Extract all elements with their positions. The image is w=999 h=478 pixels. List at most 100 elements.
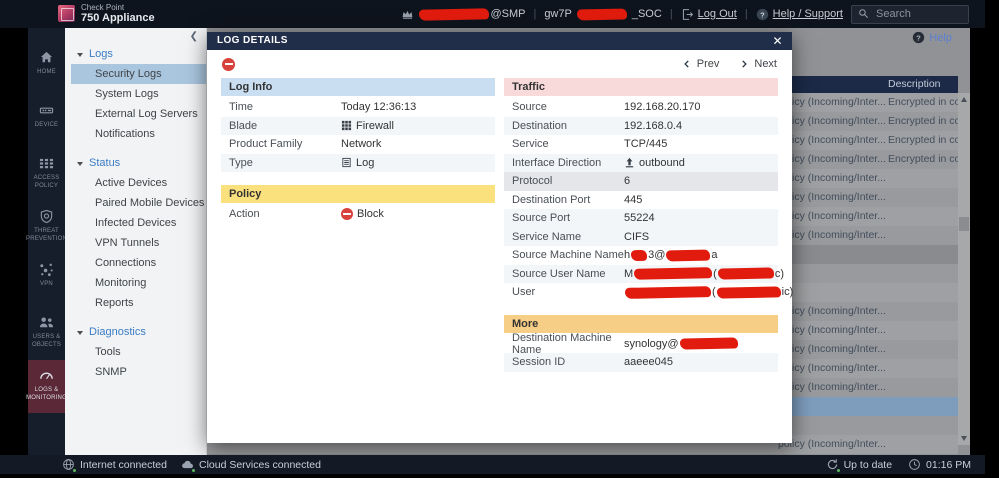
redacted-value: synology@: [624, 337, 739, 350]
sidebar-group-logs: Logs Security Logs System Logs External Log…: [65, 44, 206, 144]
search-icon: [858, 8, 869, 21]
block-icon: [222, 57, 235, 71]
nav-item-home[interactable]: HOME: [28, 42, 65, 95]
nav-item-device[interactable]: DEVICE: [28, 95, 65, 148]
detail-label: Destination: [512, 119, 568, 132]
detail-label: Source Port: [512, 212, 571, 225]
detail-label: User: [512, 286, 536, 299]
detail-label: Product Family: [229, 138, 303, 151]
sidebar-item-external-log-servers[interactable]: External Log Servers: [95, 108, 198, 120]
nav-item-logs-monitoring[interactable]: LOGS & MONITORING: [26, 360, 67, 413]
collapse-sidebar-button[interactable]: ❮: [189, 31, 198, 42]
uptodate-status: Up to date: [826, 458, 892, 473]
redacted-value: h 3@ a: [624, 249, 718, 262]
internet-status: Internet connected: [62, 458, 167, 473]
current-time: 01:16 PM: [926, 458, 971, 471]
sidebar-item-notifications[interactable]: Notifications: [95, 128, 155, 140]
triangle-collapse-icon: [77, 52, 83, 57]
redaction-fragment: _SOC: [631, 8, 662, 20]
status-green-dot: [72, 468, 77, 473]
modal-toolbar: Prev Next: [207, 50, 792, 78]
policy-cell: policy (Incoming/Inter...: [778, 210, 886, 222]
redaction-fragment: (: [713, 267, 717, 280]
detail-value: ( ic): [624, 285, 794, 299]
policy-cell: policy (Incoming/Inter...: [778, 362, 886, 374]
sidebar-item-active-devices[interactable]: Active Devices: [95, 177, 168, 189]
sidebar-item-system-logs[interactable]: System Logs: [95, 88, 159, 100]
detail-label: Type: [229, 156, 253, 169]
nav-item-label: USERS & OBJECTS: [31, 334, 62, 348]
scroll-down-arrow-icon[interactable]: [961, 436, 967, 441]
redaction-scribble: [634, 267, 713, 281]
redaction-fragment: ic): [781, 286, 794, 299]
sidebar-group-label: Status: [89, 157, 121, 169]
scroll-up-arrow-icon[interactable]: [961, 97, 967, 102]
cloud-icon: [181, 458, 196, 473]
detail-row-type: Type Log: [221, 153, 495, 172]
policy-cell: policy (Incoming/Inter...: [778, 305, 886, 317]
sidebar-item-infected-devices[interactable]: Infected Devices: [95, 217, 177, 229]
detail-label: Blade: [229, 119, 258, 132]
detail-value: M (c): [624, 267, 784, 281]
detail-row-time: Time Today 12:36:13: [221, 98, 495, 117]
chevron-right-icon: [742, 60, 748, 68]
nav-item-access-policy[interactable]: ACCESS POLICY: [28, 148, 65, 201]
policy-cell: policy (Incoming/Inter...: [778, 153, 886, 165]
section-traffic: Traffic Source 192.168.20.170 Destination 19…: [504, 78, 793, 302]
sidebar-item-paired-mobile-devices[interactable]: Paired Mobile Devices: [95, 197, 205, 209]
nav-item-vpn[interactable]: VPN: [28, 254, 65, 307]
prev-button[interactable]: Prev: [682, 58, 719, 70]
chevron-left-icon: [683, 60, 689, 68]
svg-text:?: ?: [917, 33, 922, 42]
next-button[interactable]: Next: [739, 58, 777, 70]
modal-title: LOG DETAILS: [217, 35, 288, 46]
logout-link[interactable]: Log Out: [681, 8, 737, 21]
redaction-fragment: (: [712, 286, 716, 299]
policy-cell: policy (Incoming/Inter...: [778, 381, 886, 393]
search-box[interactable]: [851, 4, 969, 24]
sidebar-item-snmp[interactable]: SNMP: [95, 366, 127, 378]
policy-cell: policy (Incoming/Inter...: [778, 191, 886, 203]
detail-row-interface-direction: Interface Direction outbound: [504, 153, 778, 172]
close-icon[interactable]: ✕: [772, 34, 783, 48]
sidebar-item-monitoring[interactable]: Monitoring: [95, 277, 147, 289]
section-header-traffic: Traffic: [504, 78, 778, 96]
detail-value: aaeee045: [624, 356, 673, 369]
table-scrollbar[interactable]: [958, 93, 970, 445]
sidebar-group-header-diagnostics[interactable]: Diagnostics: [65, 322, 206, 342]
nav-item-threat-prevention[interactable]: THREAT PREVENTION: [26, 201, 67, 254]
sidebar-item-security-logs[interactable]: Security Logs: [71, 64, 206, 84]
section-header-log-info: Log Info: [221, 78, 495, 96]
cloud-status: Cloud Services connected: [181, 458, 321, 473]
detail-row-protocol: Protocol 6: [504, 172, 778, 191]
sidebar-item-tools[interactable]: Tools: [95, 346, 121, 358]
sidebar-group-header-logs[interactable]: Logs: [65, 44, 206, 64]
topbar: Check Point 750 Appliance @SMP | gw7P _SO…: [0, 0, 985, 28]
modal-right-column: Traffic Source 192.168.20.170 Destination 19…: [504, 78, 793, 385]
question-icon: ?: [756, 8, 769, 21]
redaction-scribble: [717, 267, 774, 280]
sidebar-item-reports[interactable]: Reports: [95, 297, 134, 309]
log-doc-icon: [341, 157, 352, 168]
help-support-link[interactable]: ? Help / Support: [756, 8, 843, 21]
search-input[interactable]: [874, 7, 962, 21]
detail-value: CIFS: [624, 230, 650, 243]
content-help-link[interactable]: ? Help: [912, 31, 952, 44]
section-policy: Policy Action Block: [221, 185, 495, 224]
detail-value: Firewall: [341, 120, 394, 132]
redaction-fragment: h: [624, 249, 631, 262]
redaction-scribble: [624, 285, 712, 299]
detail-value: 445: [624, 193, 643, 206]
sidebar-item-vpn-tunnels[interactable]: VPN Tunnels: [95, 237, 160, 249]
checkpoint-logo-icon: [58, 5, 75, 23]
detail-value: h 3@ a: [624, 249, 718, 262]
user-crown-icon: [401, 8, 414, 21]
sidebar-item-connections[interactable]: Connections: [95, 257, 157, 269]
detail-value: 6: [624, 175, 631, 188]
sidebar-group-header-status[interactable]: Status: [65, 153, 206, 173]
nav-item-users-objects[interactable]: USERS & OBJECTS: [28, 307, 65, 360]
scrollbar-thumb[interactable]: [959, 217, 969, 231]
detail-row-blade: Blade Firewall: [221, 116, 495, 135]
brand-line2: 750 Appliance: [81, 12, 155, 25]
vpn-icon: [39, 262, 54, 277]
